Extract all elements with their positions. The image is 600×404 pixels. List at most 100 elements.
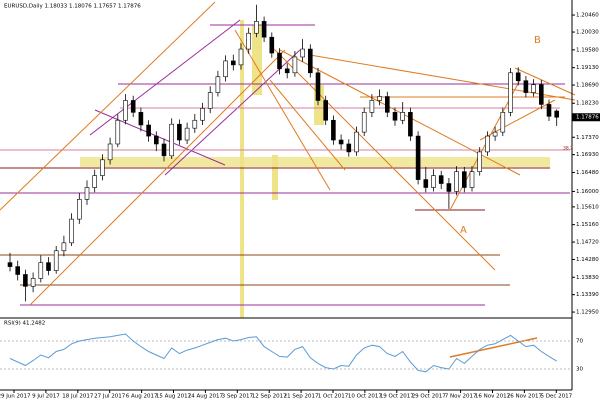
price-marker-label: 1.17876 bbox=[576, 115, 599, 121]
y-tick-label: 1.16930 bbox=[576, 152, 599, 158]
candle-body bbox=[7, 262, 13, 267]
zone-bar bbox=[240, 20, 244, 318]
pink-lines bbox=[0, 107, 570, 151]
y-tick-label: 1.15610 bbox=[576, 204, 599, 210]
x-tick-label: 24 Aug 2017 bbox=[188, 394, 224, 400]
x-tick-label: 7 Nov 2017 bbox=[445, 394, 477, 400]
trend-line bbox=[29, 49, 286, 306]
rsi-trend-line bbox=[449, 337, 538, 358]
candle-body bbox=[231, 60, 236, 66]
candle-body bbox=[300, 48, 305, 58]
candle-body bbox=[346, 143, 352, 153]
candle-body bbox=[361, 112, 367, 133]
candle-body bbox=[400, 112, 406, 121]
trend-line bbox=[309, 54, 576, 101]
candle-body bbox=[269, 36, 275, 54]
x-tick-label: 16 Nov 2017 bbox=[475, 394, 511, 400]
candle-body bbox=[130, 100, 136, 113]
x-tick-label: 10 Oct 2017 bbox=[348, 394, 383, 400]
candle-body bbox=[177, 123, 182, 141]
candle-body bbox=[446, 183, 452, 192]
candle-body bbox=[384, 96, 390, 113]
x-tick-label: 15 Aug 2017 bbox=[156, 394, 192, 400]
trend-line bbox=[269, 44, 496, 271]
y-tick-label: 1.16480 bbox=[576, 170, 599, 176]
rsi-line bbox=[9, 333, 557, 373]
candle-body bbox=[377, 96, 382, 101]
rsi-tick-label: 70 bbox=[576, 339, 583, 345]
x-tick-label: 5 Dec 2017 bbox=[540, 394, 572, 400]
x-tick-label: 27 Jul 2017 bbox=[94, 394, 126, 400]
candle-body bbox=[461, 171, 467, 188]
candle-body bbox=[438, 175, 444, 184]
x-tick-label: 6 Aug 2017 bbox=[126, 394, 158, 400]
candle-body bbox=[254, 21, 259, 34]
trend-line bbox=[234, 29, 331, 191]
candle-body bbox=[531, 84, 536, 93]
chart-title: EURUSD,Daily 1.18033 1.18076 1.17657 1.1… bbox=[4, 4, 141, 10]
price-marker bbox=[572, 113, 600, 122]
candle-body bbox=[92, 175, 97, 188]
zone-bar bbox=[272, 155, 278, 200]
candle-body bbox=[508, 72, 513, 113]
trend-line bbox=[89, 19, 241, 136]
annotation: B bbox=[534, 35, 541, 46]
candle-body bbox=[223, 60, 228, 78]
candle-body bbox=[307, 48, 313, 74]
candle-body bbox=[477, 151, 483, 172]
y-tick-label: 1.18690 bbox=[576, 83, 599, 89]
candle-body bbox=[115, 119, 121, 145]
x-tick-label: 19 Oct 2017 bbox=[380, 394, 415, 400]
y-tick-label: 1.15160 bbox=[576, 222, 599, 228]
candle-body bbox=[454, 171, 459, 192]
candle-body bbox=[554, 110, 560, 118]
trend-line bbox=[514, 67, 576, 96]
candle-body bbox=[392, 112, 398, 121]
annotation: 38.2 bbox=[563, 146, 573, 152]
candle-body bbox=[15, 266, 20, 275]
x-tick-label: 21 Sep 2017 bbox=[284, 394, 319, 400]
rsi-tick-label: 30 bbox=[576, 367, 583, 373]
y-tick-label: 1.19580 bbox=[576, 47, 599, 53]
candle-body bbox=[431, 175, 436, 188]
trend-line bbox=[164, 49, 301, 176]
candle-body bbox=[46, 262, 51, 271]
candle-body bbox=[38, 262, 44, 279]
candle-body bbox=[23, 274, 28, 287]
y-tick-label: 1.14280 bbox=[576, 257, 599, 263]
x-tick-label: 26 Nov 2017 bbox=[507, 394, 543, 400]
candle-body bbox=[261, 21, 267, 38]
candle-body bbox=[69, 218, 74, 244]
candle-body bbox=[30, 278, 36, 287]
candle-body bbox=[485, 135, 490, 153]
candle-body bbox=[246, 32, 251, 50]
candle-body bbox=[53, 250, 59, 271]
candle-body bbox=[200, 108, 205, 121]
candle-body bbox=[107, 143, 113, 161]
x-tick-label: 29 Jun 2017 bbox=[0, 394, 31, 400]
x-tick-label: 9 Jul 2017 bbox=[32, 394, 60, 400]
y-tick-label: 1.12950 bbox=[576, 310, 599, 316]
rsi-title: RSI(9) 41.2482 bbox=[4, 321, 45, 327]
candle-body bbox=[61, 242, 67, 252]
candle-body bbox=[184, 127, 190, 141]
candle-body bbox=[354, 131, 359, 153]
candle-body bbox=[161, 143, 167, 157]
y-tick-label: 1.20030 bbox=[576, 30, 599, 36]
y-tick-label: 1.14720 bbox=[576, 240, 599, 246]
candle-body bbox=[215, 76, 221, 93]
candle-body bbox=[154, 135, 159, 145]
candle-body bbox=[138, 112, 144, 126]
y-tick-label: 1.13390 bbox=[576, 292, 599, 298]
candle-body bbox=[238, 48, 244, 66]
candle-body bbox=[207, 92, 213, 109]
candle-body bbox=[538, 84, 544, 105]
candle-body bbox=[515, 72, 521, 82]
candle-body bbox=[277, 52, 282, 70]
zone-bar bbox=[314, 85, 324, 125]
candle-body bbox=[292, 56, 298, 74]
candle-body bbox=[523, 80, 529, 93]
y-tick-label: 1.16000 bbox=[576, 189, 599, 195]
